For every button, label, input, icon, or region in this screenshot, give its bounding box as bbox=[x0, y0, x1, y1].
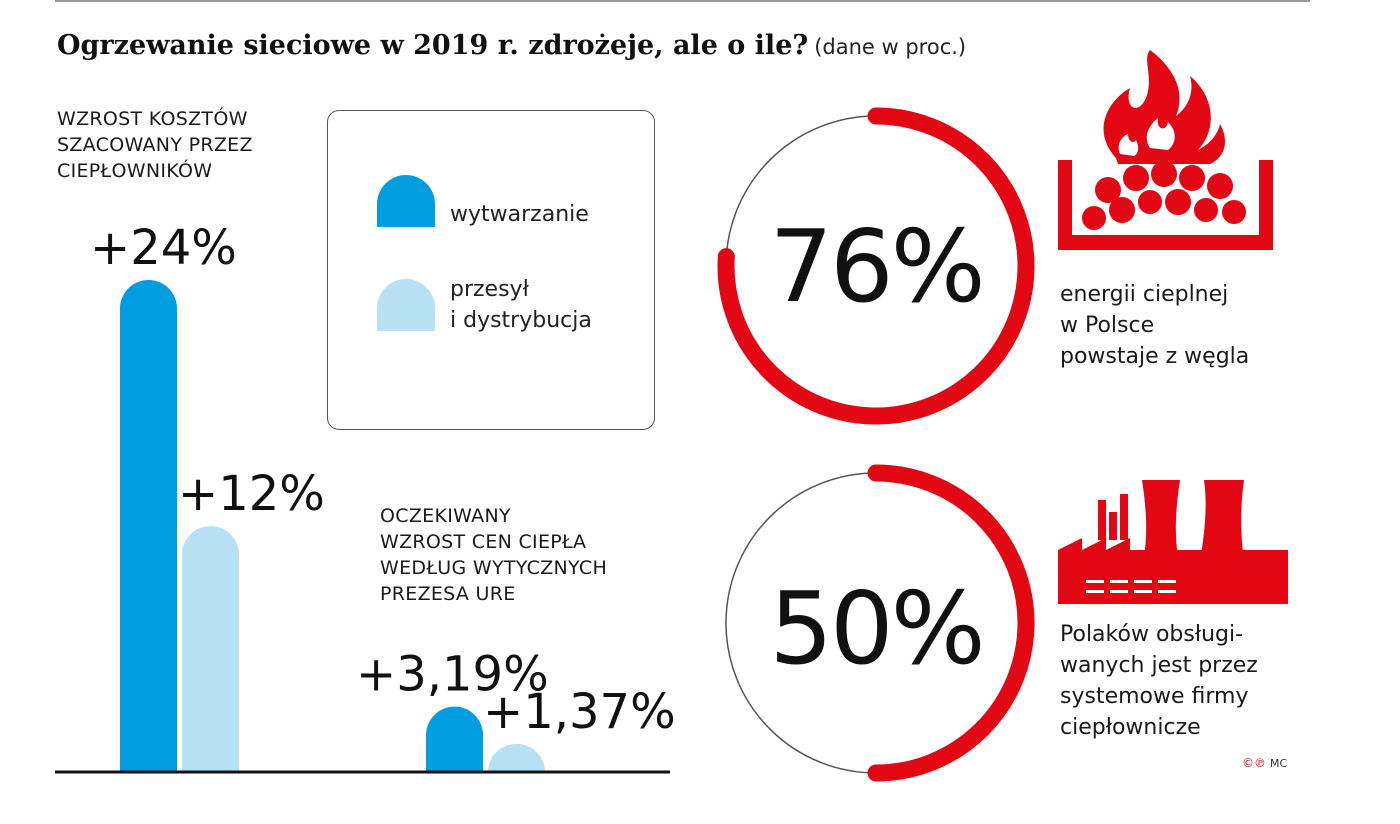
bar-value-label-production-1: +24% bbox=[90, 220, 237, 276]
bar-value-label-production-2: +3,19% bbox=[356, 647, 549, 703]
stat-desc-coal: energii cieplnej w Polsce powstaje z węg… bbox=[1060, 282, 1250, 369]
stat-value-coal: 76% bbox=[769, 208, 985, 325]
legend-swatch-transmission bbox=[377, 279, 435, 331]
legend-label-transmission: przesył i dystrybucja bbox=[450, 277, 592, 333]
bar-transmission-1 bbox=[182, 526, 240, 772]
bar-value-label-transmission-2: +1,37% bbox=[483, 684, 676, 740]
coal-fire-icon bbox=[1058, 50, 1273, 250]
group-label-ure: OCZEKIWANY WZROST CEN CIEPŁA WEDŁUG WYTY… bbox=[380, 505, 608, 605]
stat-value-system-heat: 50% bbox=[769, 570, 985, 687]
credit: ©℗ MC bbox=[1242, 756, 1287, 770]
donut-arc-2 bbox=[867, 464, 1035, 782]
chart-subtitle: (dane w proc.) bbox=[814, 35, 967, 59]
bar-value-label-transmission-1: +12% bbox=[178, 466, 325, 522]
headline: Ogrzewanie sieciowe w 2019 r. zdrożeje, … bbox=[57, 30, 966, 61]
bar-production-2 bbox=[426, 706, 483, 772]
author-initials: MC bbox=[1270, 757, 1288, 770]
donut-arc-1 bbox=[717, 107, 1035, 425]
top-rule bbox=[55, 0, 1310, 2]
power-plant-icon bbox=[1058, 480, 1288, 604]
cp-logo: ©℗ bbox=[1242, 756, 1266, 770]
group-label-heat-producers: WZROST KOSZTÓW SZACOWANY PRZEZ CIEPŁOWNI… bbox=[57, 108, 253, 182]
stat-desc-system-heat: Polaków obsługi- wanych jest przez syste… bbox=[1060, 622, 1258, 740]
legend-label-production: wytwarzanie bbox=[450, 202, 589, 227]
chart-title: Ogrzewanie sieciowe w 2019 r. zdrożeje, … bbox=[57, 30, 809, 61]
bar-production-1 bbox=[120, 280, 177, 772]
legend-swatch-production bbox=[377, 175, 435, 227]
bar-transmission-2 bbox=[488, 743, 545, 772]
legend: wytwarzanie przesył i dystrybucja bbox=[327, 110, 655, 430]
bar-chart: +24% +3,19% +12% +1,37% bbox=[55, 220, 676, 774]
